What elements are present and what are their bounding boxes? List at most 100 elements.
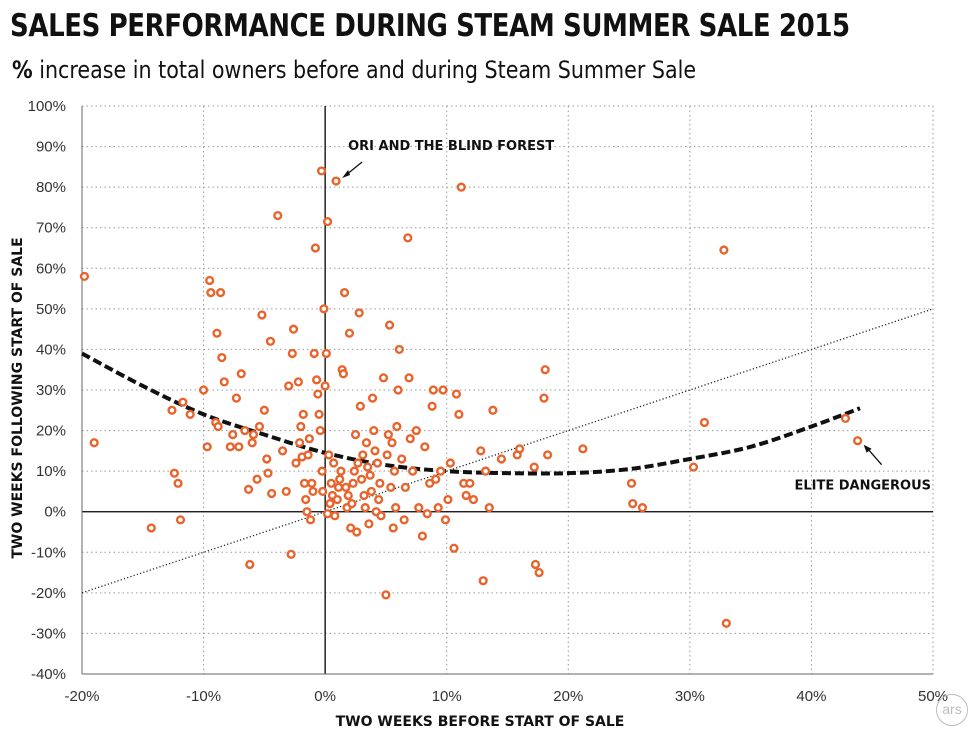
data-point — [347, 499, 357, 509]
data-point — [422, 509, 432, 519]
data-point — [414, 503, 424, 513]
data-point — [369, 425, 379, 436]
data-point — [534, 567, 544, 578]
data-point — [305, 515, 316, 525]
data-point — [400, 482, 410, 492]
data-point — [263, 468, 273, 478]
data-point — [178, 397, 188, 407]
y-tick-label: 20% — [36, 423, 66, 440]
x-axis-label: TWO WEEKS BEFORE START OF SALE — [336, 714, 625, 730]
data-point — [427, 401, 437, 411]
y-tick-label: 10% — [36, 463, 66, 480]
data-point — [79, 271, 90, 282]
data-point — [353, 458, 363, 468]
data-point — [198, 385, 209, 395]
data-point — [391, 503, 401, 513]
data-point — [355, 401, 365, 411]
data-point — [254, 421, 265, 432]
data-point — [465, 478, 475, 488]
y-tick-label: 100% — [28, 98, 66, 115]
x-tick-label: 20% — [553, 688, 583, 705]
data-point — [325, 499, 335, 509]
y-tick-label: 70% — [36, 220, 66, 237]
data-point — [341, 482, 351, 492]
y-tick-label: 50% — [36, 301, 66, 318]
data-point — [408, 466, 418, 476]
fit-curve — [81, 351, 861, 476]
annotation-arrow-elite — [867, 448, 883, 466]
data-point — [456, 182, 466, 192]
y-tick-label: 60% — [36, 260, 66, 277]
data-point — [389, 466, 400, 476]
data-point — [354, 308, 364, 318]
data-points — [79, 166, 863, 628]
axes — [81, 106, 933, 675]
data-point — [316, 166, 327, 176]
annotations: ORI AND THE BLIND FOREST ELITE DANGEROUS — [342, 139, 931, 494]
data-point — [359, 490, 369, 501]
data-point — [336, 466, 346, 476]
data-point — [481, 466, 491, 476]
data-point — [443, 494, 453, 505]
data-point — [310, 243, 321, 253]
data-point — [324, 450, 334, 460]
data-point — [169, 468, 179, 478]
data-point — [688, 462, 699, 472]
data-point — [343, 490, 353, 501]
data-point — [240, 425, 250, 436]
reference-line — [81, 308, 934, 594]
arrowhead-ori — [342, 170, 351, 179]
data-point — [387, 438, 397, 448]
y-tick-label: 90% — [36, 139, 66, 156]
data-point — [454, 409, 464, 419]
data-point — [281, 486, 291, 497]
x-tick-label: 0% — [314, 688, 336, 705]
data-point — [302, 507, 312, 517]
data-point — [298, 409, 308, 419]
data-point — [367, 393, 378, 403]
data-point — [476, 446, 486, 456]
data-point — [428, 385, 438, 395]
data-point — [213, 421, 223, 432]
data-point — [378, 373, 389, 383]
data-point — [243, 484, 254, 495]
data-point — [626, 478, 637, 488]
data-point — [331, 176, 341, 186]
data-point — [372, 458, 383, 468]
data-point — [326, 478, 336, 488]
data-point — [440, 515, 451, 525]
tick-labels: -20% -10% 0% 10% 20% 30% 40% 50% 100% 90% 80% 70% 60… — [28, 98, 948, 705]
data-point — [245, 559, 255, 570]
data-point — [248, 430, 259, 440]
data-point — [338, 369, 348, 379]
data-point — [488, 405, 498, 415]
data-point — [539, 393, 549, 403]
data-point — [273, 210, 283, 221]
data-point — [376, 511, 386, 521]
data-point — [173, 478, 183, 488]
data-point — [530, 559, 541, 570]
data-point — [247, 438, 257, 448]
data-point — [295, 438, 305, 448]
data-point — [215, 288, 226, 298]
data-point — [219, 377, 229, 387]
data-point — [637, 503, 648, 513]
data-point — [299, 478, 310, 488]
y-tick-label: -20% — [31, 585, 66, 602]
data-point — [314, 409, 324, 419]
y-tick-label: 80% — [36, 179, 66, 196]
data-point — [322, 509, 333, 519]
data-point — [212, 328, 222, 338]
data-point — [628, 499, 638, 509]
data-point — [417, 531, 428, 541]
data-point — [252, 474, 262, 484]
data-point — [578, 444, 588, 454]
data-point — [383, 430, 393, 440]
data-point — [445, 458, 455, 468]
data-point — [361, 438, 372, 448]
data-point — [529, 462, 539, 472]
data-point — [496, 454, 507, 464]
data-point — [350, 430, 361, 440]
data-point — [206, 288, 216, 298]
grid-lines — [81, 105, 934, 675]
